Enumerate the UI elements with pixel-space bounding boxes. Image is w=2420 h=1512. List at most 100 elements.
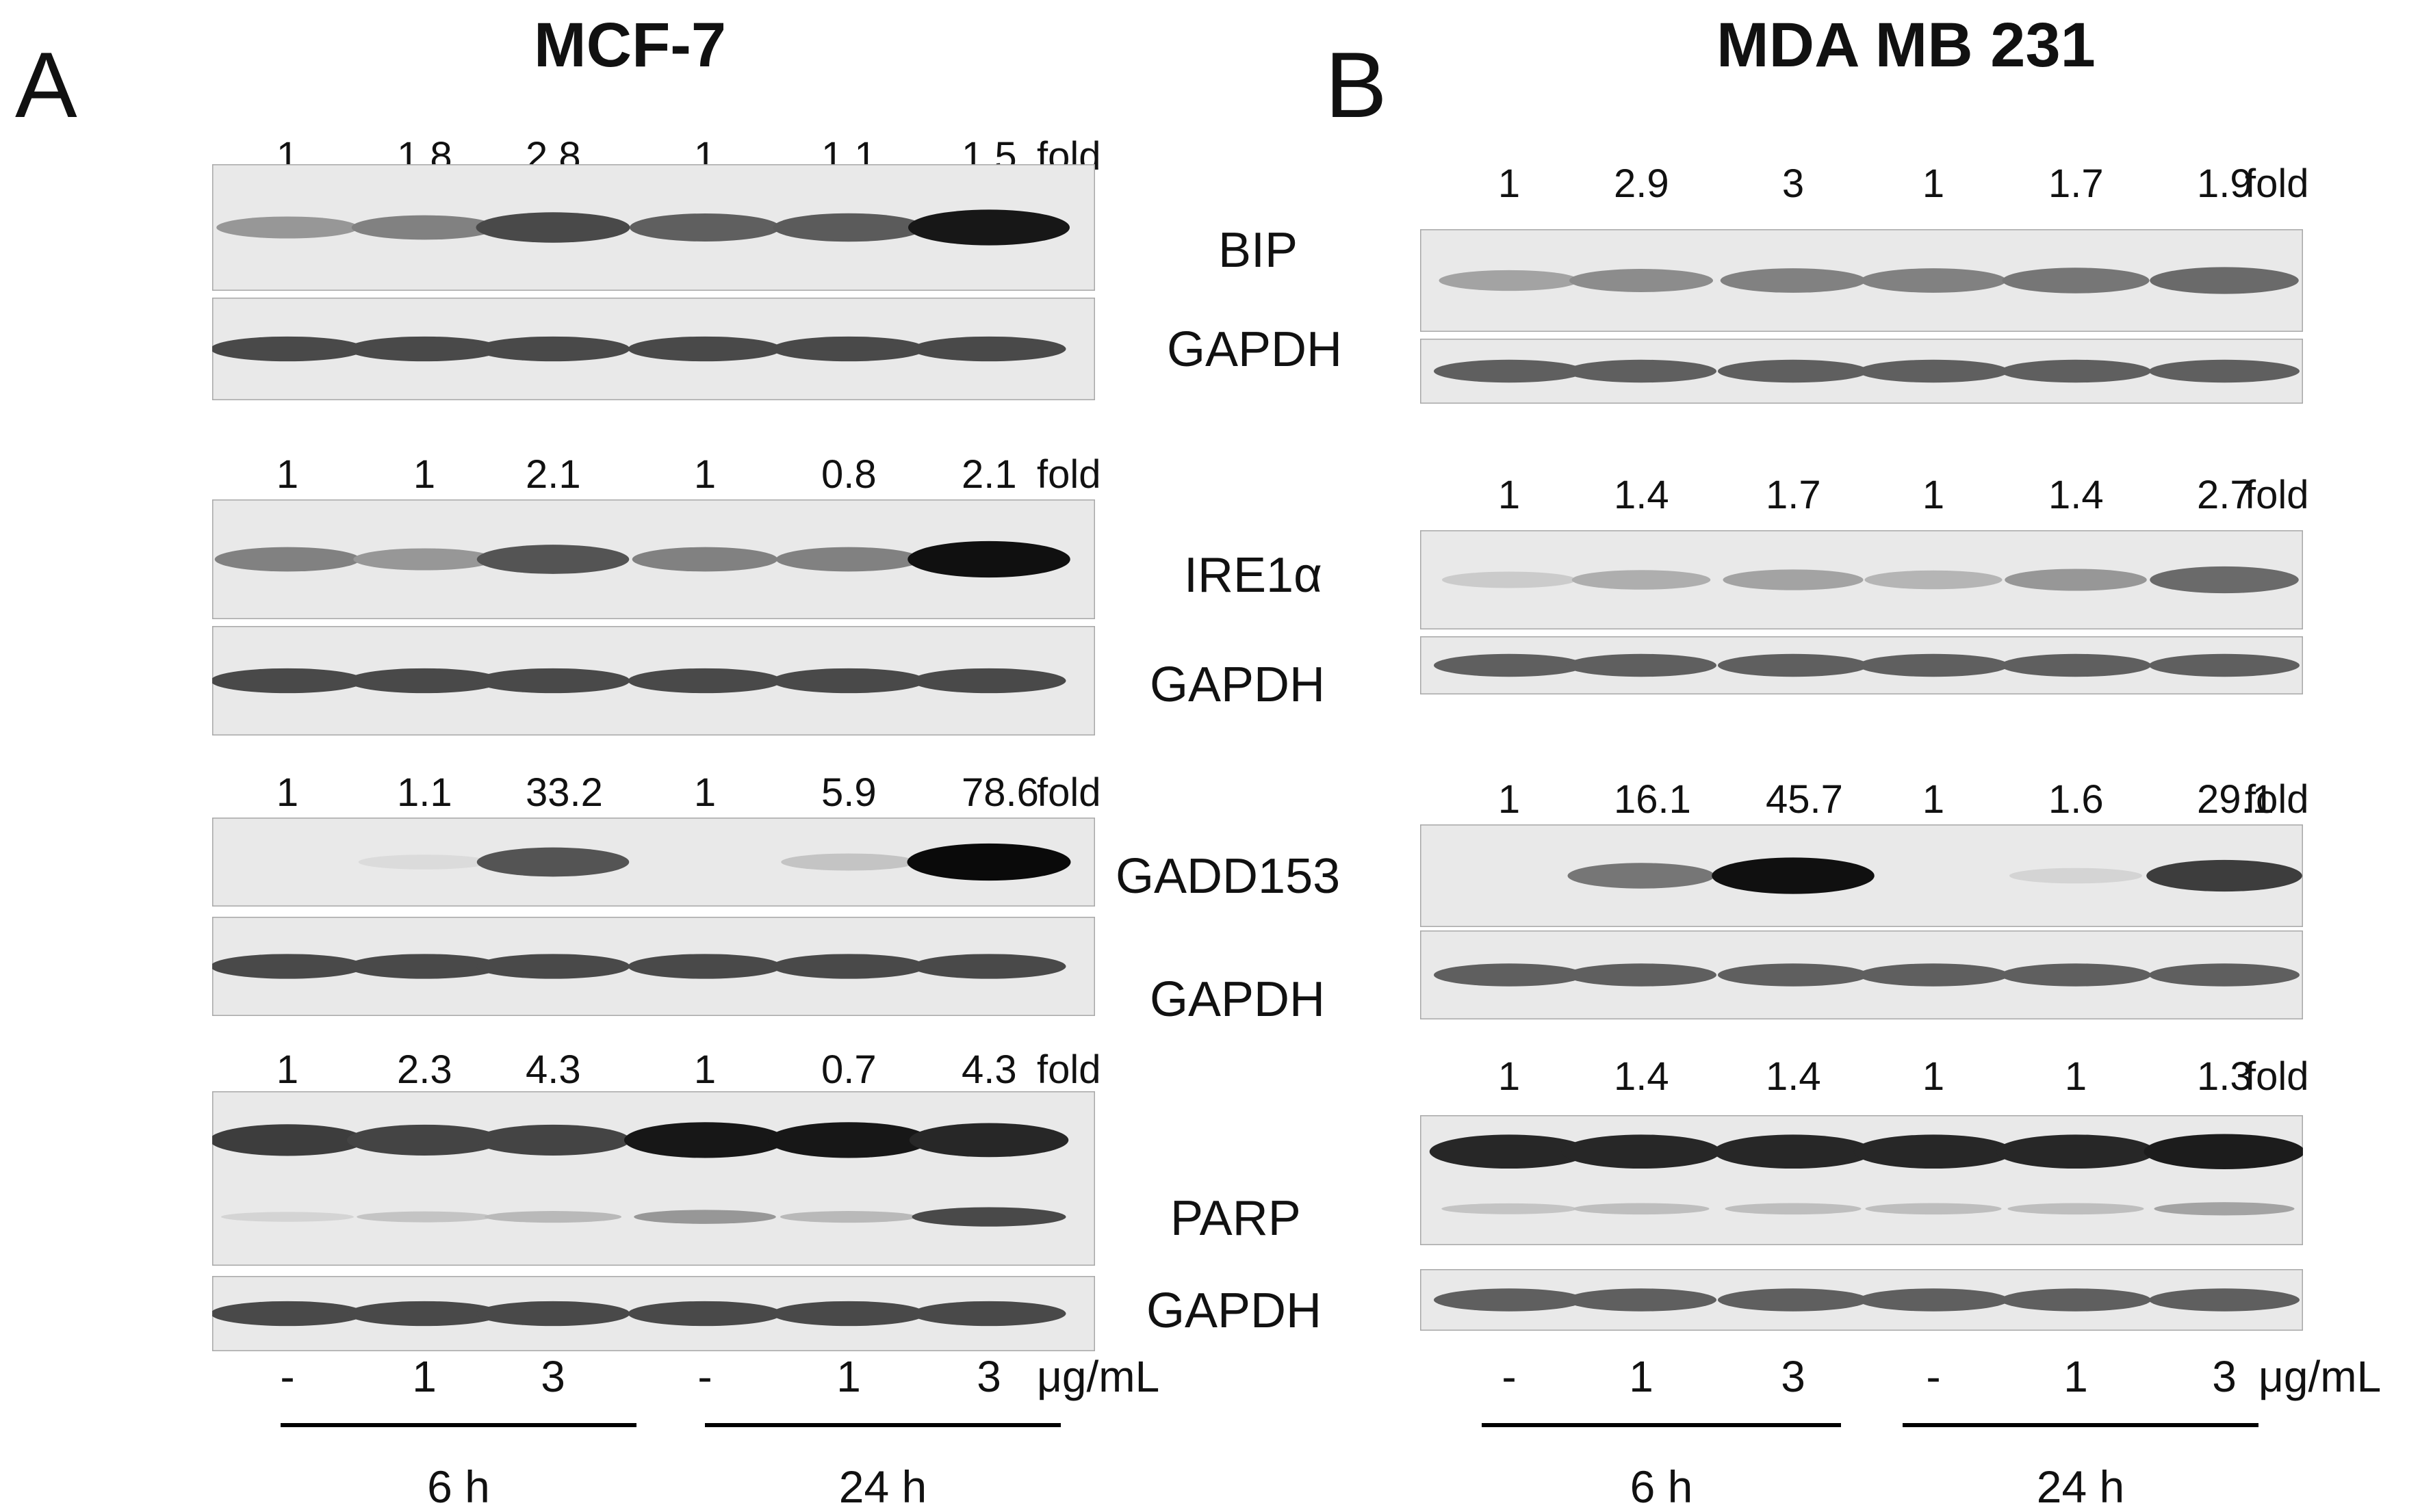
gapdh-blot [1420, 636, 2303, 694]
protein-band [212, 1124, 365, 1156]
fold-value: 1 [2064, 1054, 2087, 1099]
protein-band [1858, 963, 2009, 987]
fold-value: 1 [413, 452, 436, 497]
protein-band [1569, 269, 1713, 292]
fold-value: 1.6 [2048, 777, 2104, 822]
protein-band [212, 1301, 365, 1327]
protein-band [1996, 1134, 2156, 1169]
protein-band [912, 336, 1066, 362]
protein-band [1566, 1288, 1716, 1312]
protein-band [1566, 359, 1716, 383]
time-group-line [705, 1423, 1061, 1427]
protein-blot [1420, 530, 2303, 629]
fold-value: 1 [1922, 777, 1945, 822]
protein-band [2149, 1288, 2300, 1312]
fold-value: 1 [1497, 473, 1521, 517]
protein-band [1718, 963, 1868, 987]
protein-band [2146, 859, 2302, 892]
fold-value: 0.8 [821, 452, 877, 497]
protein-band [908, 209, 1070, 246]
fold-unit: fold [2245, 473, 2309, 517]
loading-control-label: GAPDH [1167, 322, 1343, 377]
protein-band [628, 1301, 782, 1327]
protein-band [634, 1210, 776, 1224]
loading-control-label: GAPDH [1146, 1283, 1322, 1338]
fold-value: 45.7 [1766, 777, 1843, 822]
fold-unit: fold [1037, 1047, 1101, 1092]
protein-band [771, 1301, 926, 1327]
protein-band [476, 1301, 630, 1327]
fold-value: 1.1 [397, 770, 452, 815]
fold-value: 1 [1922, 161, 1945, 206]
protein-band [476, 954, 630, 979]
time-label: 24 h [2036, 1461, 2125, 1512]
protein-label: PARP [1170, 1191, 1301, 1246]
fold-value: 1 [693, 452, 717, 497]
protein-band [781, 853, 916, 871]
protein-band [1713, 1134, 1873, 1169]
fold-value: 1.7 [1766, 473, 1821, 517]
protein-band [347, 668, 502, 694]
protein-band [1567, 863, 1715, 889]
protein-band [476, 847, 630, 877]
protein-band [2149, 653, 2300, 677]
protein-band [347, 954, 502, 979]
loading-control-label: GAPDH [1150, 972, 1326, 1027]
time-group-line [1482, 1423, 1841, 1427]
fold-value: 4.3 [526, 1047, 581, 1092]
protein-blot [212, 499, 1095, 619]
blot-background [212, 1091, 1095, 1266]
panel-letter: B [1325, 33, 1387, 137]
protein-band [1434, 653, 1584, 677]
protein-band [476, 668, 630, 694]
protein-band [1858, 653, 2009, 677]
fold-value: 29.1 [2197, 777, 2274, 822]
protein-band [1723, 569, 1864, 590]
gapdh-blot [1420, 930, 2303, 1019]
fold-value: 1.4 [1766, 1054, 1821, 1099]
protein-band [1566, 963, 1716, 987]
fold-value: 1.9 [2197, 161, 2252, 206]
protein-blot [212, 1091, 1095, 1266]
protein-band [2000, 359, 2151, 383]
fold-value: 1 [1922, 473, 1945, 517]
panel-title: MDA MB 231 [1716, 10, 2096, 80]
protein-band [221, 1212, 354, 1222]
protein-band [2007, 1203, 2144, 1215]
fold-value: 1 [1497, 161, 1521, 206]
protein-band [2005, 569, 2147, 591]
gapdh-blot [212, 1276, 1095, 1351]
protein-band [1434, 963, 1584, 987]
fold-value: 2.1 [526, 452, 581, 497]
protein-band [485, 1211, 621, 1223]
protein-band [1718, 1288, 1868, 1312]
dose-value: 1 [412, 1352, 437, 1401]
protein-blot [212, 818, 1095, 907]
protein-band [1434, 359, 1584, 383]
protein-band [771, 668, 926, 694]
protein-band [1853, 1134, 2013, 1169]
protein-band [476, 1124, 630, 1156]
protein-band [912, 668, 1066, 694]
protein-band [1429, 1134, 1589, 1169]
fold-value: 1 [1497, 777, 1521, 822]
protein-band [1441, 1203, 1577, 1214]
protein-band [2000, 963, 2151, 987]
fold-unit: fold [2245, 161, 2309, 206]
fold-value: 2.9 [1614, 161, 1669, 206]
time-group-line [1903, 1423, 2258, 1427]
dose-value: 1 [2063, 1352, 2088, 1401]
protein-blot [1420, 229, 2303, 332]
fold-value: 1.7 [2048, 161, 2104, 206]
protein-band [2149, 963, 2300, 987]
protein-band [1718, 653, 1868, 677]
fold-value: 33.2 [526, 770, 603, 815]
protein-band [1571, 570, 1711, 590]
fold-value: 1.4 [1614, 473, 1669, 517]
fold-value: 78.6 [962, 770, 1039, 815]
protein-band [628, 668, 782, 694]
dose-value: 3 [977, 1352, 1001, 1401]
protein-label: GADD153 [1116, 849, 1341, 904]
fold-unit: fold [1037, 770, 1101, 815]
protein-band [780, 1211, 917, 1223]
